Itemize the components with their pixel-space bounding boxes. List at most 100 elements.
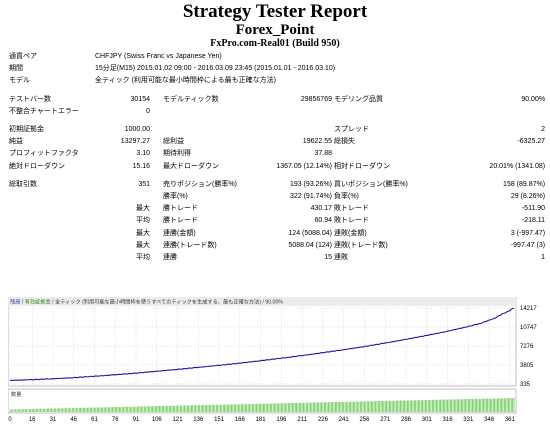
row-deposit: 初期証拠金 1000.00 スプレッド 2 (8, 124, 546, 136)
avg-consec-label: 平均 (136, 253, 150, 261)
x-tick-label: 136 (193, 417, 204, 423)
volume-bar (12, 409, 14, 412)
volume-bar (13, 409, 15, 412)
volume-bar (322, 402, 324, 412)
max-consec-label: 最大 (136, 229, 150, 237)
expert-name: Forex_Point (235, 22, 315, 38)
volume-bar (88, 407, 90, 412)
volume-bar (465, 399, 466, 412)
volume-bar (160, 406, 162, 412)
volume-bar (469, 399, 471, 412)
volume-bar (481, 398, 483, 412)
volume-bar (189, 405, 191, 412)
volume-bar (9, 409, 11, 412)
volume-bar (41, 408, 43, 412)
volume-bar (448, 399, 450, 412)
volume-bar (257, 403, 259, 412)
volume-bar (467, 399, 469, 412)
volume-bar (267, 403, 268, 412)
volume-bar (317, 402, 318, 412)
volume-bar (11, 409, 12, 412)
volume-bar (296, 402, 297, 412)
volume-bar (341, 401, 343, 412)
volume-bar (492, 398, 494, 412)
volume-bar (52, 408, 54, 412)
expected-payoff-label: 期待利得 (163, 150, 191, 158)
volume-bar (246, 404, 248, 412)
volume-bar (222, 404, 224, 412)
volume-bar (376, 401, 378, 412)
volume-bar (279, 403, 281, 412)
volume-bar (438, 399, 440, 412)
volume-bar (369, 401, 371, 412)
row-mismatch: 不整合チャートエラー 0 (8, 106, 546, 118)
volume-bar (96, 407, 98, 412)
row-max-consec: 最大 連勝(金額) 124 (5088.04) 連敗(金額) 3 (-997.4… (8, 227, 546, 239)
volume-bar (268, 403, 270, 412)
volume-bar (143, 406, 145, 412)
spread-value: 2 (541, 126, 546, 134)
volume-bar (161, 406, 163, 412)
max-consec-win-value: 124 (5088.04) (288, 229, 332, 237)
volume-bar (497, 398, 498, 412)
currency-pair-label: 通貨ペア (9, 53, 37, 61)
volume-bar (325, 402, 327, 412)
volume-bar (81, 407, 83, 412)
x-tick-label: 151 (214, 417, 225, 423)
volume-bar (63, 408, 65, 412)
volume-bar (431, 399, 433, 412)
volume-bar (228, 404, 230, 412)
volume-bar (217, 404, 219, 412)
volume-bar (294, 402, 296, 412)
volume-bar (502, 398, 504, 412)
gross-loss-label: 総損失 (334, 138, 355, 146)
volume-bar (444, 399, 446, 412)
volume-bar (148, 406, 149, 412)
volume-bar (436, 399, 437, 412)
volume-bar (182, 405, 184, 412)
volume-bar (120, 406, 122, 412)
volume-bar (149, 406, 151, 412)
volume-bar (128, 406, 130, 412)
win-pct-value: 322 (91.74%) (289, 192, 332, 200)
volume-bar (422, 400, 423, 412)
volume-bar (461, 399, 462, 412)
volume-bar (243, 404, 245, 412)
spread-label: スプレッド (334, 126, 369, 134)
volume-bar (113, 407, 115, 412)
volume-bar (127, 406, 129, 412)
row-win-loss-pct: 勝率(%) 322 (91.74%) 負率(%) 29 (8.26%) (8, 191, 546, 203)
chart-header-text: 残高 / 有効証拠金 / 全ティック (利用可能な最小時間枠を使うすべてのティッ… (10, 298, 283, 306)
volume-bar (476, 398, 477, 412)
report-title: Strategy Tester Report (182, 1, 368, 22)
volume-bar (175, 405, 177, 412)
volume-bar (377, 401, 379, 412)
volume-bar (353, 401, 354, 412)
volume-bar (137, 406, 138, 412)
volume-bar (394, 400, 396, 412)
x-tick-label: 181 (256, 417, 267, 423)
volume-bar (305, 402, 307, 412)
volume-bar (423, 400, 425, 412)
volume-bar (200, 405, 202, 412)
volume-bar (479, 398, 480, 412)
volume-bar (168, 405, 170, 412)
volume-bar (44, 408, 45, 412)
volume-bar (232, 404, 234, 412)
volume-bar (84, 407, 86, 412)
row-largest: 最大 勝トレード 430.17 敗トレード -511.90 (8, 203, 546, 215)
volume-bar (47, 408, 48, 412)
bars-value: 30154 (130, 95, 150, 103)
volume-bar (249, 404, 250, 412)
volume-bar (215, 404, 217, 412)
volume-bar (400, 400, 401, 412)
x-tick-label: 0 (8, 417, 12, 423)
volume-bar (85, 407, 87, 412)
volume-bar (454, 399, 455, 412)
long-value: 158 (89.87%) (503, 180, 546, 188)
gross-profit-label: 総利益 (163, 138, 184, 146)
volume-bar (411, 400, 412, 412)
volume-bar (472, 398, 473, 412)
volume-bar (53, 408, 55, 412)
volume-bar (321, 402, 322, 412)
